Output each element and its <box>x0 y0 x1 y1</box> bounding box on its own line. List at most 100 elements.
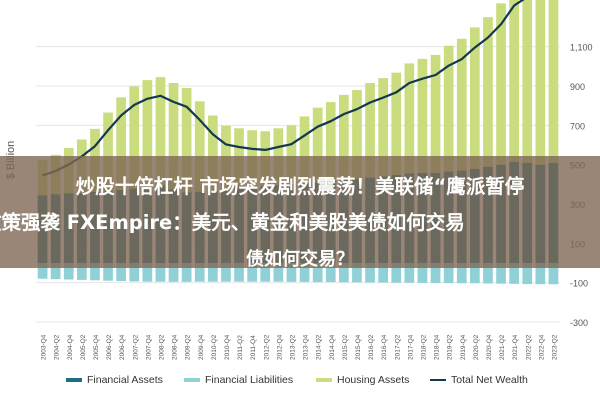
bar-housing-assets <box>522 0 533 163</box>
bar-financial-liabilities <box>325 263 336 283</box>
x-tick-label: 2018-Q4 <box>434 334 441 360</box>
bar-financial-liabilities <box>181 263 192 282</box>
net-wealth-line <box>42 0 525 177</box>
x-tick-label: 2011-Q4 <box>250 335 257 360</box>
bar-housing-assets <box>417 58 428 173</box>
bar-financial-liabilities <box>443 263 454 284</box>
bar-housing-assets <box>535 0 546 165</box>
x-tick-label: 2010-Q2 <box>211 334 218 360</box>
x-tick-label: 2021-Q2 <box>499 334 506 360</box>
x-tick-label: 2016-Q4 <box>381 334 388 360</box>
bar-housing-assets <box>339 94 349 180</box>
x-tick-label: 2019-Q2 <box>447 334 454 360</box>
x-tick-label: 2005-Q4 <box>93 334 100 360</box>
bar-financial-liabilities <box>129 263 140 282</box>
bar-housing-assets <box>181 87 192 193</box>
legend-label: Total Net Wealth <box>451 374 528 386</box>
bar-financial-liabilities <box>247 263 257 282</box>
bar-financial-liabilities <box>155 263 166 282</box>
bar-housing-assets <box>129 86 140 189</box>
bar-housing-assets <box>443 45 454 172</box>
bar-financial-liabilities <box>417 263 428 283</box>
bar-financial-liabilities <box>194 263 205 282</box>
x-tick-label: 2005-Q2 <box>80 334 87 360</box>
bar-housing-assets <box>391 72 402 175</box>
x-tick-label: 2013-Q4 <box>303 334 310 360</box>
bar-housing-assets <box>378 78 388 177</box>
bar-housing-assets <box>208 115 218 191</box>
bar-housing-assets <box>404 63 415 174</box>
bar-housing-assets <box>483 17 493 167</box>
bar-housing-assets <box>509 0 519 162</box>
legend-swatch <box>184 378 200 382</box>
legend: Financial Assets Financial Liabilities H… <box>0 374 600 394</box>
x-tick-label: 2007-Q4 <box>145 334 152 360</box>
legend-label: Financial Liabilities <box>205 374 294 386</box>
y-tick-label: -300 <box>570 318 588 328</box>
overlay-headline-2: 政策强袭 FXEmpire：美元、黄金和美股美债如何交易 <box>0 211 465 234</box>
x-tick-label: 2019-Q4 <box>460 334 467 360</box>
bar-housing-assets <box>352 89 362 179</box>
bar-financial-liabilities <box>548 263 559 285</box>
legend-swatch <box>316 378 332 382</box>
legend-swatch <box>430 379 446 381</box>
x-tick-label: 2006-Q4 <box>119 334 126 360</box>
bar-housing-assets <box>103 112 113 192</box>
x-tick-label: 2015-Q2 <box>342 334 349 360</box>
y-tick-label: -100 <box>570 279 588 289</box>
bar-financial-liabilities <box>312 263 323 283</box>
bar-financial-liabilities <box>63 263 74 280</box>
y-tick-label: 1,100 <box>570 43 593 53</box>
bar-financial-liabilities <box>522 263 533 285</box>
bar-financial-liabilities <box>77 263 87 280</box>
y-tick-label: 700 <box>570 121 585 131</box>
overlay-headline-3: 债如何交易？ <box>246 249 354 270</box>
x-tick-label: 2004-Q4 <box>67 334 74 360</box>
bar-housing-assets <box>299 116 310 184</box>
bar-financial-liabilities <box>103 263 113 281</box>
bar-housing-assets <box>286 125 297 185</box>
bar-financial-liabilities <box>299 263 310 282</box>
y-tick-label: 900 <box>570 82 585 92</box>
bar-housing-assets <box>496 3 506 165</box>
x-tick-label: 2023-Q2 <box>551 334 558 360</box>
bar-financial-liabilities <box>391 263 402 283</box>
legend-item-financial-liabilities: Financial Liabilities <box>184 374 293 386</box>
bar-financial-liabilities <box>50 263 61 280</box>
bar-financial-liabilities <box>404 263 415 283</box>
bar-financial-liabilities <box>470 263 480 284</box>
x-tick-label: 2017-Q4 <box>407 334 414 360</box>
legend-item-financial-assets: Financial Assets <box>66 374 163 386</box>
x-tick-label: 2014-Q2 <box>316 334 323 360</box>
x-tick-labels: 2003-Q4 2004-Q2 2004-Q4 2005-Q2 2005-Q4 2006-… <box>41 334 559 360</box>
x-tick-label: 2016-Q2 <box>368 334 375 360</box>
x-tick-label: 2015-Q4 <box>355 334 362 360</box>
net-wealth-line-layer <box>42 0 525 177</box>
x-tick-label: 2008-Q4 <box>172 334 179 360</box>
bar-financial-liabilities <box>142 263 153 282</box>
bar-housing-assets <box>365 83 375 178</box>
bar-financial-liabilities <box>352 263 362 283</box>
bar-housing-assets <box>548 0 559 163</box>
x-tick-label: 2004-Q2 <box>54 334 61 360</box>
bar-financial-liabilities <box>168 263 179 282</box>
x-tick-label: 2009-Q4 <box>198 334 205 360</box>
bar-financial-liabilities <box>430 263 441 284</box>
bar-housing-assets <box>155 77 166 186</box>
bar-housing-assets <box>470 27 480 169</box>
legend-item-housing-assets: Housing Assets <box>316 374 409 386</box>
bar-housing-assets <box>116 97 126 190</box>
overlay-headline-1: 炒股十倍杠杆 市场突发剧烈震荡！美联储“鹰派暂停 <box>75 175 525 198</box>
x-tick-label: 2011-Q2 <box>237 335 244 360</box>
bar-housing-assets <box>142 80 153 188</box>
bar-financial-liabilities <box>260 263 271 282</box>
bar-financial-liabilities <box>378 263 388 283</box>
bar-financial-liabilities <box>509 263 519 284</box>
bar-housing-assets <box>325 102 336 181</box>
bar-financial-liabilities <box>221 263 231 282</box>
bar-financial-liabilities <box>286 263 297 282</box>
bar-housing-assets <box>312 107 323 183</box>
bar-financial-liabilities <box>365 263 375 283</box>
bar-housing-assets <box>456 38 467 171</box>
bar-financial-liabilities <box>535 263 546 285</box>
